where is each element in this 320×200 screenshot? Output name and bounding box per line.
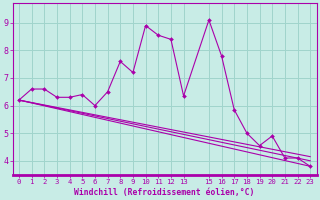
X-axis label: Windchill (Refroidissement éolien,°C): Windchill (Refroidissement éolien,°C) (74, 188, 255, 197)
